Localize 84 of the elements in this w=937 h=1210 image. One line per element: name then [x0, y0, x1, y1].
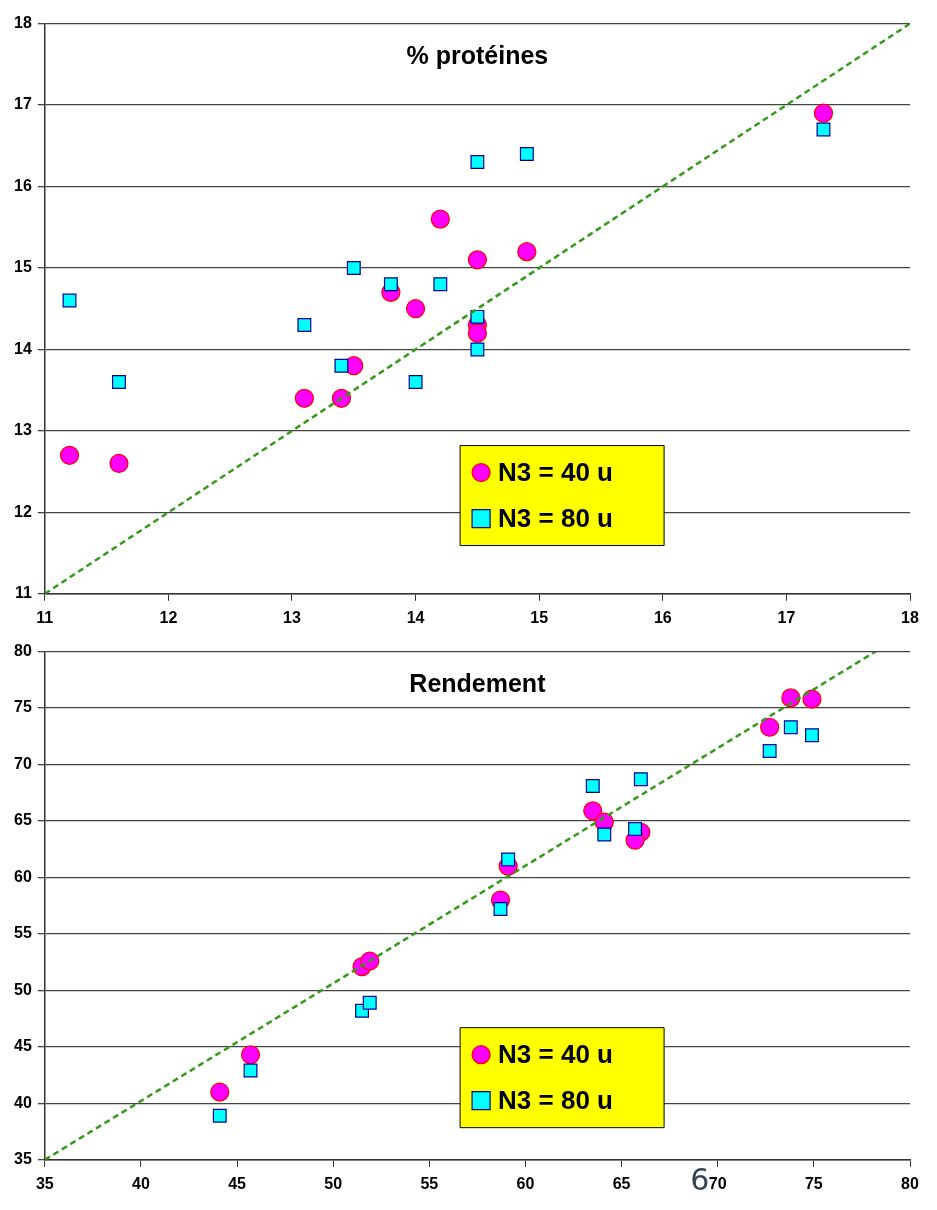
point	[111, 375, 126, 389]
point	[804, 728, 819, 743]
legend-label: N3 = 80 u	[498, 502, 613, 533]
x-tick-label: 15	[530, 608, 549, 626]
point	[362, 995, 377, 1010]
point	[408, 375, 423, 389]
point	[109, 453, 129, 474]
point	[467, 323, 487, 343]
legend-label: N3 = 80 u	[498, 1084, 613, 1115]
x-tick-label: 18	[901, 608, 919, 626]
x-tick-label: 65	[612, 1174, 631, 1192]
y-tick-label: 16	[14, 176, 32, 194]
x-tick-label: 50	[324, 1174, 343, 1192]
y-tick-label: 60	[14, 867, 32, 885]
point	[470, 155, 485, 170]
x-tick-label: 60	[516, 1174, 535, 1192]
point	[406, 299, 426, 319]
y-tick-label: 18	[14, 14, 32, 32]
y-tick-label: 13	[14, 421, 32, 439]
point	[59, 445, 80, 465]
point	[583, 801, 603, 821]
x-tick-label: 80	[901, 1174, 919, 1192]
legend-label: N3 = 40 u	[498, 456, 613, 487]
point	[433, 277, 448, 292]
x-tick-label: 12	[159, 608, 178, 626]
point	[762, 744, 777, 758]
y-tick-label: 75	[14, 698, 32, 716]
point	[628, 821, 643, 836]
y-tick-label: 50	[14, 980, 32, 998]
y-tick-label: 65	[14, 811, 32, 829]
y-tick-label: 14	[14, 339, 32, 357]
x-tick-label: 17	[777, 608, 796, 626]
point	[470, 309, 485, 324]
y-tick-label: 80	[14, 642, 32, 660]
point	[517, 242, 537, 262]
x-tick-label: 11	[36, 608, 54, 626]
x-tick-label: 45	[228, 1174, 247, 1192]
point	[210, 1082, 230, 1102]
point	[813, 103, 834, 123]
point	[519, 146, 534, 161]
y-tick-label: 11	[14, 584, 32, 602]
point	[597, 827, 612, 842]
y-tick-label: 40	[14, 1093, 32, 1111]
x-tick-label: 40	[132, 1174, 150, 1192]
point	[501, 852, 516, 867]
point	[360, 951, 380, 971]
x-tick-label: 16	[653, 608, 672, 626]
point	[633, 772, 648, 787]
point	[331, 388, 352, 408]
y-tick-label: 12	[14, 502, 32, 520]
x-tick-label: 35	[35, 1174, 54, 1192]
text: 6	[690, 1162, 710, 1197]
point	[430, 209, 450, 229]
point	[334, 358, 349, 373]
x-tick-label: 14	[406, 608, 425, 626]
y-tick-label: 70	[14, 754, 32, 772]
point	[297, 318, 312, 332]
x-tick-label: 55	[420, 1174, 439, 1192]
point	[62, 293, 77, 308]
legend-label: N3 = 40 u	[498, 1038, 613, 1069]
y-tick-label: 45	[14, 1037, 32, 1055]
text: Rendement	[409, 669, 547, 698]
point	[802, 689, 822, 709]
y-tick-label: 55	[14, 924, 32, 942]
point	[760, 717, 780, 737]
point	[294, 388, 314, 408]
y-tick-label: 17	[14, 95, 32, 113]
point	[240, 1045, 261, 1065]
point	[243, 1063, 258, 1078]
x-tick-label: 13	[283, 608, 301, 626]
point	[493, 902, 508, 917]
point	[783, 720, 798, 735]
y-tick-label: 35	[14, 1150, 32, 1168]
x-tick-label: 75	[804, 1174, 823, 1192]
point	[346, 261, 361, 275]
point	[383, 277, 398, 292]
x-tick-label: 70	[708, 1174, 727, 1192]
y-tick-label: 15	[14, 258, 32, 276]
point	[816, 122, 831, 137]
point	[467, 250, 487, 270]
point	[585, 779, 600, 793]
text: % protéines	[406, 41, 549, 70]
point	[470, 342, 485, 357]
point	[212, 1108, 227, 1123]
